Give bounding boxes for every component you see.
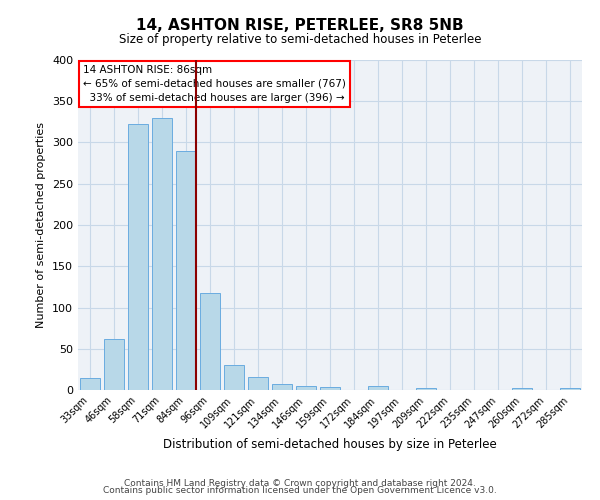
Bar (512, 388, 532, 390)
Text: Size of property relative to semi-detached houses in Peterlee: Size of property relative to semi-detach… (119, 32, 481, 46)
X-axis label: Distribution of semi-detached houses by size in Peterlee: Distribution of semi-detached houses by … (163, 438, 497, 451)
Bar (320, 386, 340, 390)
Bar (416, 388, 436, 390)
Bar (296, 386, 316, 390)
Text: Contains public sector information licensed under the Open Government Licence v3: Contains public sector information licen… (103, 486, 497, 495)
Bar (248, 377, 268, 390)
Text: Contains HM Land Registry data © Crown copyright and database right 2024.: Contains HM Land Registry data © Crown c… (124, 478, 476, 488)
Bar (200, 292, 220, 390)
Bar (128, 124, 148, 390)
Text: 14 ASHTON RISE: 86sqm
← 65% of semi-detached houses are smaller (767)
  33% of s: 14 ASHTON RISE: 86sqm ← 65% of semi-deta… (83, 65, 346, 103)
Text: 14, ASHTON RISE, PETERLEE, SR8 5NB: 14, ASHTON RISE, PETERLEE, SR8 5NB (136, 18, 464, 32)
Bar (104, 339, 124, 390)
Bar (560, 388, 580, 390)
Bar (80, 378, 100, 390)
Bar (272, 384, 292, 390)
Bar (368, 386, 388, 390)
Bar (176, 151, 196, 390)
Y-axis label: Number of semi-detached properties: Number of semi-detached properties (37, 122, 46, 328)
Bar (224, 365, 244, 390)
Bar (152, 118, 172, 390)
